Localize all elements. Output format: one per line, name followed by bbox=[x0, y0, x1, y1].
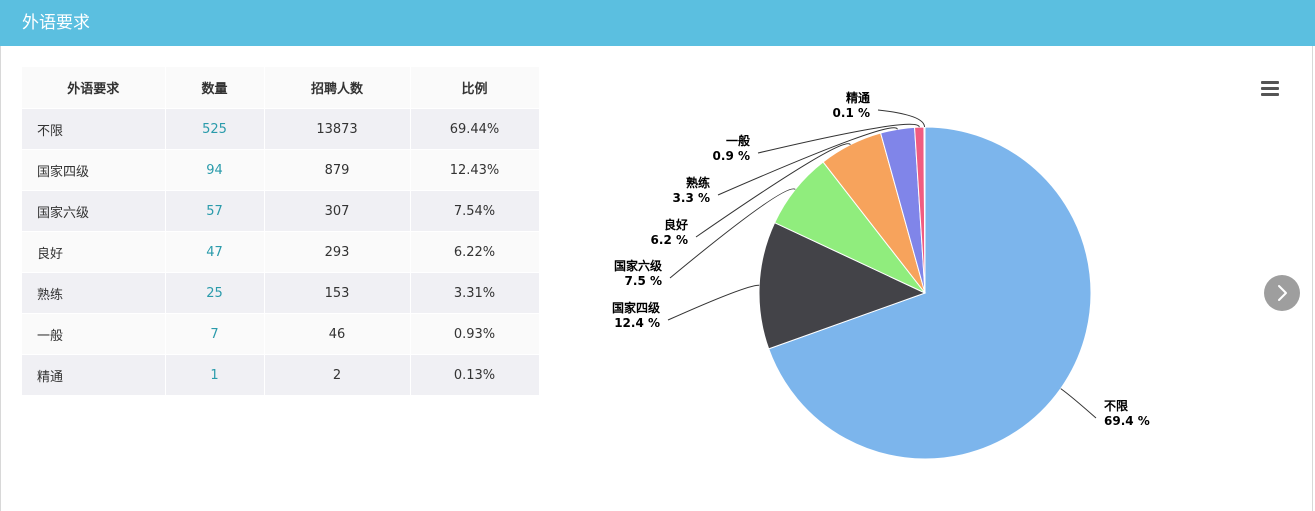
cell-hires: 13873 bbox=[264, 108, 411, 150]
col-header-hires: 招聘人数 bbox=[264, 67, 411, 109]
cell-count-link[interactable]: 7 bbox=[165, 313, 265, 355]
cell-hires: 46 bbox=[264, 313, 411, 355]
col-header-requirement: 外语要求 bbox=[22, 67, 166, 109]
pie-label: 良好 6.2 % bbox=[651, 217, 688, 247]
cell-ratio: 6.22% bbox=[410, 231, 540, 273]
pie-connector-line bbox=[717, 127, 898, 196]
pie-label-value: 0.9 % bbox=[713, 149, 750, 163]
pie-connector-line bbox=[757, 123, 920, 154]
pie-label-category: 一般 bbox=[726, 133, 750, 148]
cell-count-link[interactable]: 47 bbox=[165, 231, 265, 273]
table-row: 不限 525 13873 69.44% bbox=[22, 108, 540, 150]
pie-label: 精通 0.1 % bbox=[833, 90, 870, 120]
pie-label: 不限 69.4 % bbox=[1104, 398, 1150, 428]
cell-hires: 307 bbox=[264, 190, 411, 232]
cell-ratio: 12.43% bbox=[410, 149, 540, 191]
menu-icon-bar bbox=[1261, 81, 1279, 84]
cell-ratio: 7.54% bbox=[410, 190, 540, 232]
cell-hires: 879 bbox=[264, 149, 411, 191]
pie-label-category: 精通 bbox=[846, 90, 870, 105]
menu-icon-bar bbox=[1261, 87, 1279, 90]
cell-ratio: 0.13% bbox=[410, 354, 540, 395]
cell-hires: 293 bbox=[264, 231, 411, 273]
pie-label-category: 熟练 bbox=[686, 175, 710, 190]
pie-label-category: 国家四级 bbox=[612, 300, 660, 315]
chevron-right-icon bbox=[1278, 285, 1287, 301]
pie-label: 国家六级 7.5 % bbox=[614, 258, 662, 288]
cell-requirement: 国家四级 bbox=[22, 149, 166, 191]
cell-count-link[interactable]: 1 bbox=[165, 354, 265, 395]
table-row: 良好 47 293 6.22% bbox=[22, 231, 540, 273]
col-header-ratio: 比例 bbox=[410, 67, 540, 109]
pie-connector-line bbox=[669, 188, 796, 279]
pie-label-value: 12.4 % bbox=[614, 316, 660, 330]
cell-requirement: 熟练 bbox=[22, 272, 166, 314]
pie-label-category: 国家六级 bbox=[614, 258, 662, 273]
cell-requirement: 国家六级 bbox=[22, 190, 166, 232]
cell-requirement: 精通 bbox=[22, 354, 166, 395]
menu-icon[interactable] bbox=[1261, 81, 1279, 97]
panel-title: 外语要求 bbox=[22, 13, 90, 33]
col-header-count: 数量 bbox=[165, 67, 265, 109]
pie-label-value: 7.5 % bbox=[625, 274, 662, 288]
pie-label-category: 良好 bbox=[664, 217, 688, 232]
table-row: 熟练 25 153 3.31% bbox=[22, 272, 540, 314]
panel-header: 外语要求 bbox=[0, 0, 1315, 46]
table-row: 一般 7 46 0.93% bbox=[22, 313, 540, 355]
cell-ratio: 3.31% bbox=[410, 272, 540, 314]
pie-label-value: 0.1 % bbox=[833, 106, 870, 120]
cell-count-link[interactable]: 57 bbox=[165, 190, 265, 232]
pie-label: 熟练 3.3 % bbox=[673, 175, 710, 205]
cell-count-link[interactable]: 25 bbox=[165, 272, 265, 314]
pie-label-value: 6.2 % bbox=[651, 233, 688, 247]
pie-connector-line bbox=[877, 109, 925, 128]
pie-chart: 不限 69.4 % 国家四级 12.4 % 国家六级 7.5 % 良好 6.2 % 熟练 3.3 … bbox=[612, 90, 1150, 460]
menu-icon-bar bbox=[1261, 93, 1279, 96]
pie-label-value: 3.3 % bbox=[673, 191, 710, 205]
pie-label: 一般 0.9 % bbox=[713, 133, 750, 163]
cell-count-link[interactable]: 525 bbox=[165, 108, 265, 150]
pie-connector-line bbox=[695, 143, 851, 238]
table-row: 国家六级 57 307 7.54% bbox=[22, 190, 540, 232]
data-table: 外语要求 数量 招聘人数 比例 不限 525 13873 69.44% 国家四级… bbox=[22, 67, 540, 395]
cell-ratio: 0.93% bbox=[410, 313, 540, 355]
cell-ratio: 69.44% bbox=[410, 108, 540, 150]
pie-label-value: 69.4 % bbox=[1104, 414, 1150, 428]
cell-hires: 2 bbox=[264, 354, 411, 395]
pie-slice[interactable] bbox=[758, 221, 927, 350]
pie-label: 国家四级 12.4 % bbox=[612, 300, 660, 330]
pie-connector-line bbox=[1060, 388, 1097, 419]
cell-requirement: 一般 bbox=[22, 313, 166, 355]
next-button[interactable] bbox=[1264, 275, 1300, 311]
cell-requirement: 不限 bbox=[22, 108, 166, 150]
table-header-row: 外语要求 数量 招聘人数 比例 bbox=[22, 67, 540, 109]
cell-hires: 153 bbox=[264, 272, 411, 314]
pie-label-category: 不限 bbox=[1104, 398, 1128, 413]
cell-requirement: 良好 bbox=[22, 231, 166, 273]
pie-connector-line bbox=[667, 284, 760, 321]
table-row: 国家四级 94 879 12.43% bbox=[22, 149, 540, 191]
table-row: 精通 1 2 0.13% bbox=[22, 354, 540, 395]
cell-count-link[interactable]: 94 bbox=[165, 149, 265, 191]
